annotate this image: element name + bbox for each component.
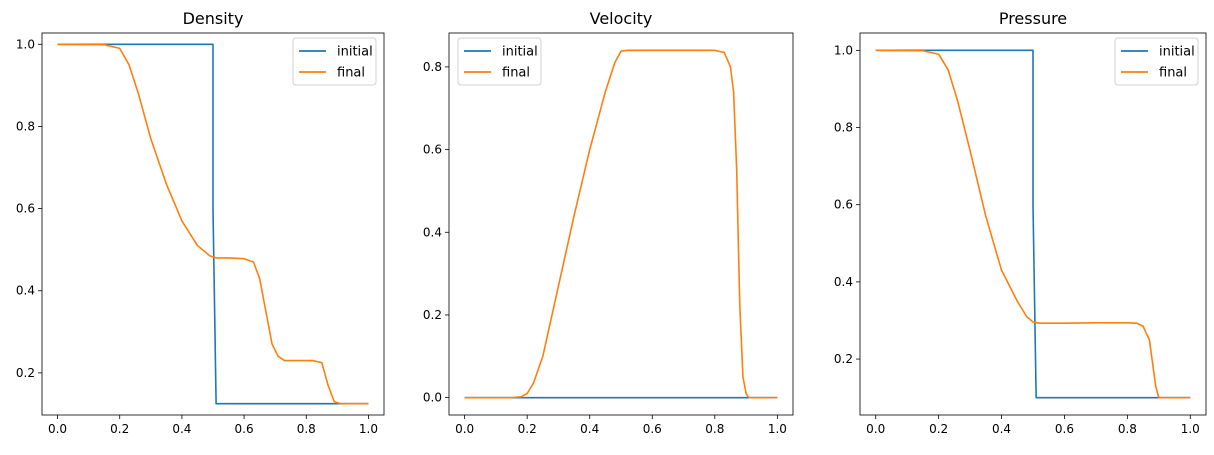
legend: initial final: [1114, 37, 1199, 86]
x-tick-label: 0.4: [580, 422, 599, 436]
x-tick-label: 0.6: [1055, 422, 1074, 436]
y-tick-label: 0.4: [423, 225, 442, 239]
series-line-final: [464, 49, 778, 399]
x-tick-label: 0.0: [455, 422, 474, 436]
y-tick-label: 1.0: [834, 43, 853, 57]
legend: initial final: [457, 37, 542, 86]
x-tick-label: 0.4: [992, 422, 1011, 436]
legend-box: [292, 37, 377, 86]
x-tick-label: 0.8: [1118, 422, 1137, 436]
plot-frame: [859, 32, 1207, 416]
series-line-final: [875, 49, 1191, 399]
y-tick-label: 0.4: [834, 275, 853, 289]
chart-2: Pressure 0.0 0.2 0.4 0.6 0.8 1.0 0.2 0.4 0.6 0.8 1.…: [834, 9, 1207, 436]
y-tick-label: 0.6: [834, 198, 853, 212]
y-tick-label: 0.2: [423, 308, 442, 322]
series-line-final: [57, 43, 369, 405]
y-tick-label: 0.0: [423, 391, 442, 405]
y-tick-label: 0.4: [16, 284, 35, 298]
series-line-initial: [57, 43, 369, 405]
legend-label-final: final: [337, 66, 365, 81]
plot-frame: [41, 32, 385, 416]
series-line-initial: [875, 49, 1191, 399]
chart-title: Density: [183, 9, 244, 28]
legend-label-initial: initial: [1159, 45, 1195, 60]
y-tick-label: 1.0: [16, 37, 35, 51]
y-tick-label: 0.8: [834, 121, 853, 135]
x-tick-label: 1.0: [359, 422, 378, 436]
x-tick-label: 1.0: [1181, 422, 1200, 436]
x-tick-label: 0.0: [866, 422, 885, 436]
y-tick-label: 0.8: [423, 60, 442, 74]
x-tick-label: 0.2: [929, 422, 948, 436]
y-tick-label: 0.2: [16, 366, 35, 380]
x-tick-label: 0.8: [297, 422, 316, 436]
y-tick-label: 0.6: [423, 143, 442, 157]
x-tick-label: 0.2: [518, 422, 537, 436]
x-tick-label: 0.6: [235, 422, 254, 436]
x-tick-label: 0.0: [48, 422, 67, 436]
x-tick-label: 0.2: [110, 422, 129, 436]
legend: initial final: [292, 37, 377, 86]
chart-title: Pressure: [999, 9, 1067, 28]
y-tick-label: 0.6: [16, 202, 35, 216]
plot-frame: [448, 32, 794, 416]
x-tick-label: 0.6: [643, 422, 662, 436]
chart-1: Velocity 0.0 0.2 0.4 0.6 0.8 1.0 0.0 0.2 0.4 0.6 0.…: [423, 9, 794, 436]
y-tick-label: 0.8: [16, 119, 35, 133]
legend-label-final: final: [1159, 66, 1187, 81]
y-tick-label: 0.2: [834, 352, 853, 366]
chart-0: Density 0.0 0.2 0.4 0.6 0.8 1.0 0.2 0.4 0.6 0.8 1.0…: [16, 9, 385, 436]
legend-box: [457, 37, 542, 86]
legend-label-final: final: [502, 66, 530, 81]
x-tick-label: 0.8: [705, 422, 724, 436]
legend-box: [1114, 37, 1199, 86]
chart-title: Velocity: [590, 9, 653, 28]
legend-label-initial: initial: [502, 45, 538, 60]
x-tick-label: 0.4: [172, 422, 191, 436]
legend-label-initial: initial: [337, 45, 373, 60]
x-tick-label: 1.0: [768, 422, 787, 436]
